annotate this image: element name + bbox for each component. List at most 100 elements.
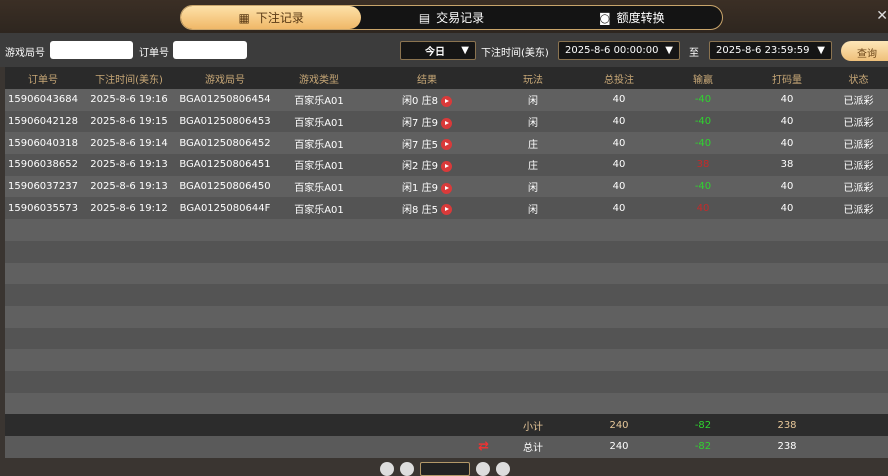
to-label: 至 <box>689 48 699 59</box>
play-replay-icon[interactable] <box>440 139 452 151</box>
cell-0 <box>5 262 81 285</box>
cell-2 <box>177 262 273 285</box>
cell-5: 闲 <box>489 197 577 220</box>
page-input[interactable] <box>420 462 470 476</box>
subtotal-cell: 240 <box>577 414 661 436</box>
cell-4 <box>365 284 489 306</box>
round-input[interactable] <box>50 41 133 59</box>
total-bet: 240 <box>609 441 629 453</box>
cell-5: 闲 <box>489 89 577 111</box>
cell-text: 40 <box>612 94 626 106</box>
cell-text: BGA01250806454 <box>179 94 271 106</box>
cell-text: 百家乐A01 <box>294 139 344 151</box>
column-header: 结果 <box>365 67 489 89</box>
end-time-select[interactable]: 2025-8-6 23:59:59 ▼ <box>709 41 832 60</box>
cell-6 <box>577 262 661 285</box>
cell-2 <box>177 392 273 415</box>
cell-5 <box>489 240 577 263</box>
last-page-button[interactable] <box>496 462 510 476</box>
period-select[interactable]: 今日 ▼ <box>400 41 476 60</box>
cell-8 <box>745 349 829 371</box>
total-cell: 240 <box>577 436 661 458</box>
subtotal-cell <box>81 414 177 436</box>
refresh-icon[interactable]: ⇄ <box>478 439 489 455</box>
cell-text: 闲7 庄9 <box>402 118 438 130</box>
play-replay-icon[interactable] <box>440 182 452 194</box>
cell-2 <box>177 305 273 328</box>
subtotal-turnover: 238 <box>777 419 797 431</box>
subtotal-cell <box>177 414 273 436</box>
cell-4: 闲2 庄9 <box>365 154 489 176</box>
cell-2 <box>177 284 273 306</box>
cell-text: 40 <box>780 116 794 128</box>
cell-1 <box>81 284 177 306</box>
cell-text: BGA01250806452 <box>179 137 271 149</box>
cell-9: 已派彩 <box>829 175 888 198</box>
prev-page-button[interactable] <box>400 462 414 476</box>
cell-text: 闲 <box>528 204 538 216</box>
first-page-button[interactable] <box>380 462 394 476</box>
column-header: 打码量 <box>745 67 829 89</box>
cell-3 <box>273 349 365 371</box>
cell-text: 40 <box>612 159 626 171</box>
tab-credit-transfer[interactable]: ◙ 额度转换 <box>542 6 722 29</box>
cell-2 <box>177 349 273 371</box>
cell-2: BGA01250806453 <box>177 110 273 133</box>
order-label: 订单号 <box>139 48 169 59</box>
cell-4: 闲7 庄5 <box>365 132 489 155</box>
start-time-select[interactable]: 2025-8-6 00:00:00 ▼ <box>558 41 680 60</box>
subtotal-cell: 238 <box>745 414 829 436</box>
tab-transactions[interactable]: ▤ 交易记录 <box>361 6 541 29</box>
cell-7: 38 <box>661 154 745 176</box>
cell-0 <box>5 219 81 241</box>
cell-2 <box>177 219 273 241</box>
cell-text: BGA0125080644F <box>179 202 271 214</box>
cell-4 <box>365 370 489 393</box>
total-cell <box>81 436 177 458</box>
total-cell <box>177 436 273 458</box>
query-button[interactable]: 查询 <box>841 41 888 61</box>
subtotal-cell <box>829 414 888 436</box>
cell-9 <box>829 327 888 350</box>
empty-row <box>5 284 888 306</box>
cell-1: 2025-8-6 19:13 <box>81 154 177 176</box>
cell-3: 百家乐A01 <box>273 197 365 220</box>
cell-1: 2025-8-6 19:13 <box>81 175 177 198</box>
round-label: 游戏局号 <box>5 48 45 59</box>
cell-4 <box>365 240 489 263</box>
subtotal-cell <box>365 414 489 436</box>
play-replay-icon[interactable] <box>440 204 452 216</box>
empty-row <box>5 327 888 350</box>
cell-text: 2025-8-6 19:13 <box>90 181 168 193</box>
column-header: 游戏类型 <box>273 67 365 89</box>
cell-0: 15906042128 <box>5 110 81 133</box>
cell-3 <box>273 240 365 263</box>
play-replay-icon[interactable] <box>440 117 452 129</box>
cell-text: 已派彩 <box>843 183 874 195</box>
subtotal-cell <box>5 414 81 436</box>
cell-6: 40 <box>577 154 661 176</box>
cell-text: 闲1 庄9 <box>402 183 438 195</box>
cell-3: 百家乐A01 <box>273 175 365 198</box>
tab-bet-records[interactable]: ▦ 下注记录 <box>181 6 362 29</box>
next-page-button[interactable] <box>476 462 490 476</box>
cell-9 <box>829 370 888 393</box>
cell-0: 15906040318 <box>5 132 81 155</box>
total-cell: ⇄ <box>365 436 489 458</box>
cell-1: 2025-8-6 19:15 <box>81 110 177 133</box>
cell-0 <box>5 240 81 263</box>
play-replay-icon[interactable] <box>440 95 452 107</box>
close-icon[interactable]: ✕ <box>876 8 888 24</box>
chevron-down-icon: ▼ <box>817 45 825 56</box>
total-cell <box>273 436 365 458</box>
order-input[interactable] <box>173 41 247 59</box>
subtotal-win: -82 <box>694 419 712 431</box>
empty-row <box>5 240 888 263</box>
total-cell: 总计 <box>489 436 577 458</box>
empty-row <box>5 305 888 328</box>
cell-text: 40 <box>612 202 626 214</box>
empty-row <box>5 370 888 393</box>
cell-text: 闲 <box>528 183 538 195</box>
play-replay-icon[interactable] <box>440 160 452 172</box>
cell-8 <box>745 370 829 393</box>
